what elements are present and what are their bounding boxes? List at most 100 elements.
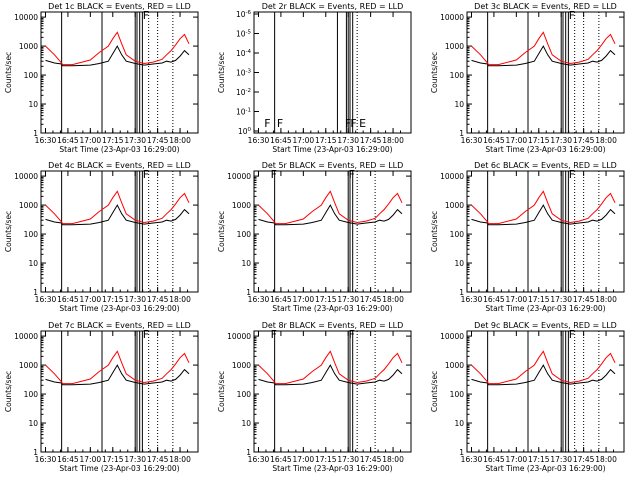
x-tick-label: 17:00 bbox=[293, 295, 315, 304]
detector-panel-6: Det 6c BLACK = Events, RED = LLD 16:30 16:… bbox=[430, 161, 625, 313]
y-tick-label: 100 bbox=[450, 390, 465, 399]
x-tick-label: 18:00 bbox=[382, 295, 404, 304]
lld-series-line bbox=[471, 190, 616, 225]
events-series-line bbox=[45, 364, 190, 386]
marker-letter: F bbox=[143, 168, 149, 181]
y-tick-label: 1 bbox=[33, 129, 38, 138]
x-tick-label: 17:15 bbox=[315, 455, 337, 464]
x-axis-label: Start Time (23-Apr-03 16:29:00) bbox=[485, 145, 605, 154]
x-tick-label: 17:15 bbox=[528, 136, 550, 145]
x-tick-label: 17:00 bbox=[80, 455, 102, 464]
x-tick-label: 16:45 bbox=[483, 455, 505, 464]
lld-series-line bbox=[45, 190, 190, 225]
y-axis-label: Counts/sec bbox=[430, 211, 439, 252]
y-tick-label: 10000 bbox=[14, 332, 38, 341]
x-axis-label: Start Time (23-Apr-03 16:29:00) bbox=[272, 145, 392, 154]
lld-series-line bbox=[45, 31, 190, 66]
y-tick-exponent: 0 bbox=[248, 127, 252, 133]
marker-letter: E bbox=[359, 117, 366, 130]
marker-letter: F bbox=[349, 328, 355, 341]
y-tick-label: 1000 bbox=[19, 201, 38, 210]
events-series-line bbox=[471, 204, 616, 226]
plot-frame bbox=[40, 11, 199, 134]
x-tick-label: 16:30 bbox=[248, 136, 270, 145]
y-tick-label: 10 bbox=[28, 100, 38, 109]
marker-letter: F bbox=[350, 117, 356, 130]
x-axis-label: Start Time (23-Apr-03 16:29:00) bbox=[59, 464, 179, 473]
y-tick-label: 10000 bbox=[440, 172, 464, 181]
y-tick-exponent: -5 bbox=[246, 30, 252, 36]
x-tick-label: 17:15 bbox=[102, 295, 124, 304]
panel-title: Det 5r BLACK = Events, RED = LLD bbox=[262, 161, 404, 170]
x-tick-label: 18:00 bbox=[595, 455, 617, 464]
marker-letter: F bbox=[271, 328, 277, 341]
x-tick-label: 17:30 bbox=[337, 455, 359, 464]
x-tick-label: 16:45 bbox=[57, 295, 79, 304]
x-tick-label: 17:45 bbox=[147, 136, 169, 145]
y-tick-label: 100 bbox=[450, 71, 465, 80]
x-tick-label: 16:30 bbox=[461, 455, 483, 464]
y-tick-label: 10000 bbox=[440, 13, 464, 22]
y-tick-label: 1000 bbox=[445, 42, 464, 51]
x-tick-label: 16:30 bbox=[35, 295, 57, 304]
marker-letter: F bbox=[143, 9, 149, 22]
x-tick-label: 17:00 bbox=[506, 136, 528, 145]
y-tick-label: 100 bbox=[24, 390, 39, 399]
detector-panel-9: Det 9c BLACK = Events, RED = LLD 16:30 16:… bbox=[430, 321, 625, 473]
detector-panel-8: Det 8r BLACK = Events, RED = LLD 16:30 16:… bbox=[217, 321, 412, 473]
y-tick-label: 10-4 bbox=[236, 49, 252, 58]
x-tick-label: 16:30 bbox=[461, 295, 483, 304]
plot-frame bbox=[40, 330, 199, 453]
lld-series-line bbox=[258, 190, 403, 225]
y-tick-label: 10000 bbox=[227, 172, 251, 181]
x-tick-label: 18:00 bbox=[382, 136, 404, 145]
x-axis-label: Start Time (23-Apr-03 16:29:00) bbox=[272, 464, 392, 473]
y-tick-label: 10-5 bbox=[236, 30, 252, 39]
y-axis-label: Counts/sec bbox=[4, 52, 13, 93]
y-tick-label: 10000 bbox=[440, 332, 464, 341]
x-tick-label: 17:15 bbox=[102, 455, 124, 464]
lld-series-line bbox=[258, 350, 403, 385]
y-tick-label: 10 bbox=[454, 259, 464, 268]
x-tick-label: 17:30 bbox=[337, 295, 359, 304]
y-tick-label: 10 bbox=[28, 419, 38, 428]
x-tick-label: 17:15 bbox=[102, 136, 124, 145]
marker-letter: F bbox=[349, 168, 355, 181]
x-axis-label: Start Time (23-Apr-03 16:29:00) bbox=[272, 304, 392, 313]
lld-series-line bbox=[45, 350, 190, 385]
y-tick-label: 10000 bbox=[14, 172, 38, 181]
y-axis-label: Counts/sec bbox=[217, 52, 226, 93]
detector-panel-3: Det 3c BLACK = Events, RED = LLD 16:30 16:… bbox=[430, 2, 625, 154]
x-tick-label: 18:00 bbox=[169, 455, 191, 464]
y-tick-label: 1 bbox=[33, 448, 38, 457]
x-tick-label: 17:45 bbox=[147, 455, 169, 464]
x-tick-label: 17:30 bbox=[124, 136, 146, 145]
x-tick-label: 17:00 bbox=[80, 136, 102, 145]
panel-title: Det 2r BLACK = Events, RED = LLD bbox=[262, 2, 404, 11]
y-tick-label: 10-2 bbox=[236, 88, 251, 97]
x-tick-label: 17:30 bbox=[550, 136, 572, 145]
y-tick-label: 100 bbox=[237, 390, 252, 399]
y-tick-label: 10 bbox=[454, 419, 464, 428]
detector-panel-4: Det 4c BLACK = Events, RED = LLD 16:30 16:… bbox=[4, 161, 199, 313]
x-tick-label: 16:45 bbox=[57, 455, 79, 464]
y-tick-exponent: -3 bbox=[246, 69, 252, 75]
x-tick-label: 17:45 bbox=[360, 295, 382, 304]
y-tick-label: 1000 bbox=[232, 361, 251, 370]
x-tick-label: 17:15 bbox=[528, 455, 550, 464]
events-series-line bbox=[471, 364, 616, 386]
y-tick-label: 10-3 bbox=[236, 69, 252, 78]
y-tick-label: 100 bbox=[237, 230, 252, 239]
x-tick-label: 17:15 bbox=[315, 136, 337, 145]
marker-letter: F bbox=[569, 328, 575, 341]
y-tick-label: 10000 bbox=[14, 13, 38, 22]
x-tick-label: 16:45 bbox=[483, 136, 505, 145]
x-tick-label: 18:00 bbox=[169, 295, 191, 304]
marker-letter: F bbox=[345, 117, 351, 130]
lld-series-line bbox=[471, 31, 616, 66]
x-axis-label: Start Time (23-Apr-03 16:29:00) bbox=[485, 304, 605, 313]
y-tick-exponent: -2 bbox=[246, 88, 251, 94]
panel-title: Det 8r BLACK = Events, RED = LLD bbox=[262, 321, 404, 330]
lld-series-line bbox=[471, 350, 616, 385]
y-tick-label: 1 bbox=[459, 448, 464, 457]
